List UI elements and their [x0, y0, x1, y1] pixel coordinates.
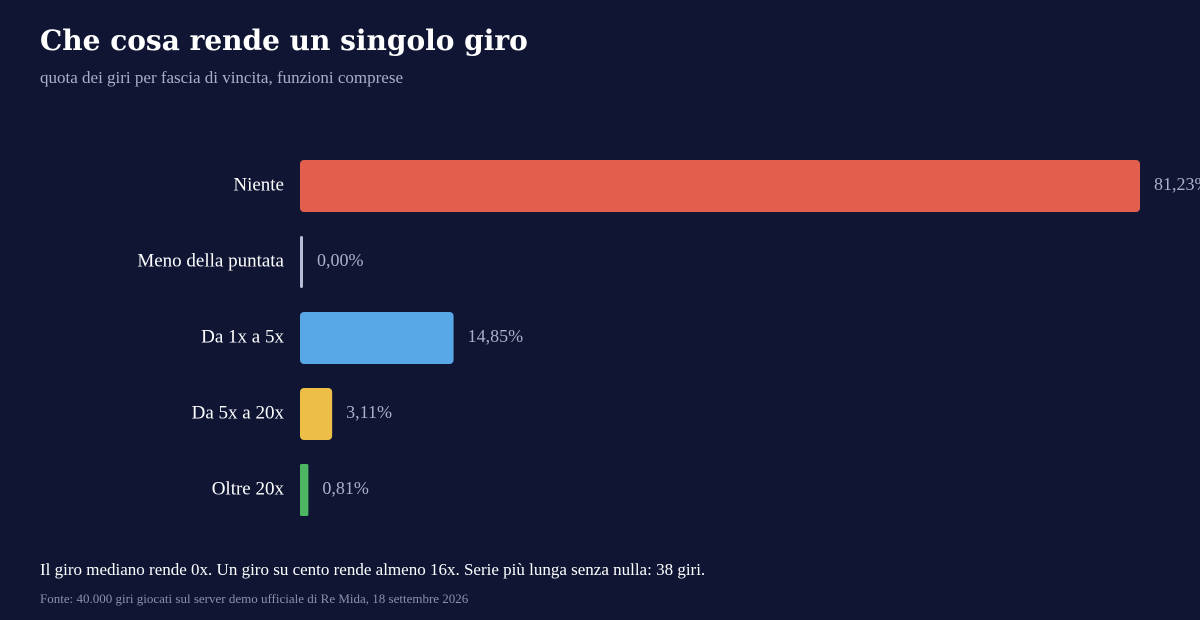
chart-note: Il giro mediano rende 0x. Un giro su cen… — [40, 560, 706, 579]
bar-da-5x-a-20x — [300, 388, 333, 440]
bar-oltre-20x — [300, 464, 309, 516]
value-label-da-1x-a-5x: 14,85% — [468, 326, 524, 346]
chart-title: Che cosa rende un singolo giro — [40, 24, 528, 57]
category-label-meno-della-puntata: Meno della puntata — [137, 250, 284, 271]
chart-subtitle: quota dei giri per fascia di vincita, fu… — [40, 68, 404, 87]
value-label-niente: 81,23% — [1154, 174, 1200, 194]
bar-chart: Niente 81,23% Meno della puntata 0,00% Da 1x… — [137, 160, 1200, 516]
bar-niente — [300, 160, 1140, 212]
category-label-da-1x-a-5x: Da 1x a 5x — [201, 326, 284, 347]
bar-meno-della-puntata — [300, 236, 303, 288]
value-label-da-5x-a-20x: 3,11% — [346, 402, 392, 422]
category-label-da-5x-a-20x: Da 5x a 20x — [192, 402, 285, 423]
category-label-oltre-20x: Oltre 20x — [212, 478, 285, 499]
category-label-niente: Niente — [233, 174, 284, 195]
chart-source: Fonte: 40.000 giri giocati sul server de… — [40, 591, 469, 606]
bar-da-1x-a-5x — [300, 312, 454, 364]
value-label-meno-della-puntata: 0,00% — [317, 250, 364, 270]
value-label-oltre-20x: 0,81% — [322, 478, 369, 498]
